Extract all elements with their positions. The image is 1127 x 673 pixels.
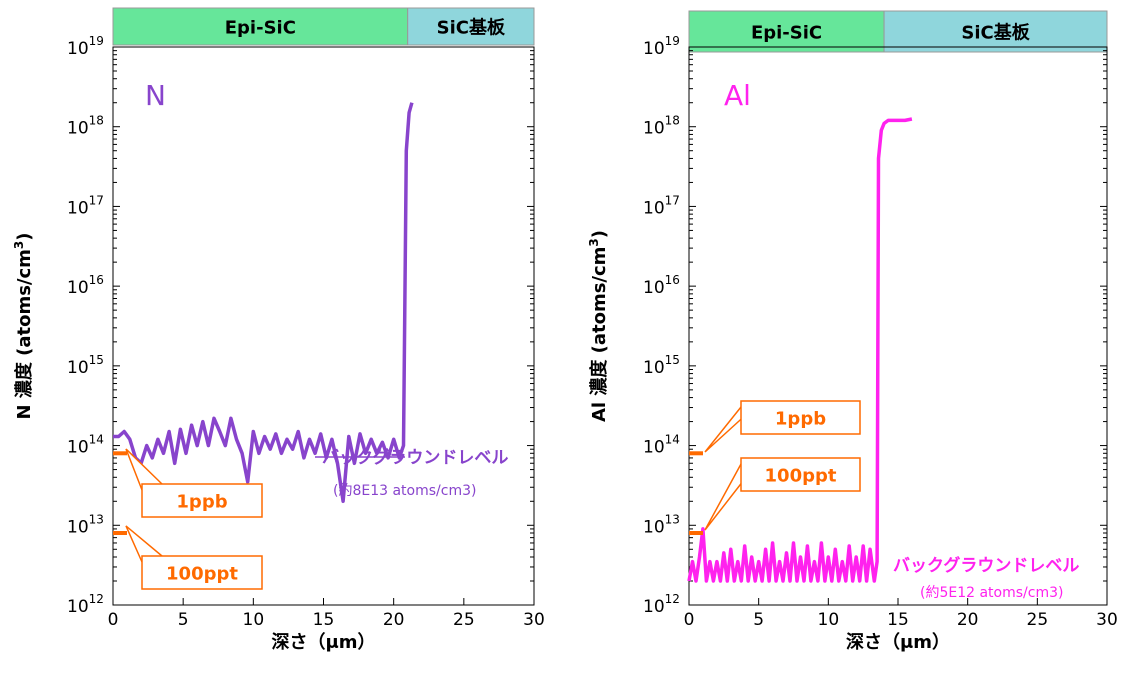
y-tick-label: 1017 — [67, 193, 104, 218]
x-tick-label: 25 — [1027, 610, 1049, 630]
y-tick-label: 1015 — [67, 353, 104, 378]
background-level-note: (約5E12 atoms/cm3) — [920, 585, 1063, 601]
x-tick-label: 20 — [957, 610, 979, 630]
callout-pointer — [125, 525, 163, 563]
x-tick-label: 5 — [178, 610, 189, 630]
x-tick-label: 0 — [108, 610, 119, 630]
x-tick-label: 15 — [313, 610, 335, 630]
callout-box — [141, 483, 263, 518]
callout-box — [141, 555, 263, 590]
x-tick-label: 5 — [753, 610, 764, 630]
x-tick-label: 30 — [1096, 610, 1118, 630]
y-tick-label: 1012 — [643, 592, 680, 617]
region-band-1 — [688, 10, 885, 53]
chart-panel-1: Epi-SiC SiC基板1012101310141015101610171018… — [12, 7, 545, 653]
x-tick-label: 10 — [818, 610, 840, 630]
background-level-label: バックグラウンドレベル — [893, 555, 1079, 576]
y-tick-label: 1019 — [643, 34, 680, 59]
y-tick-label: 1017 — [643, 193, 680, 218]
y-tick-label: 1014 — [643, 433, 680, 458]
chart-panel-2: Epi-SiC SiC基板1012101310141015101610171018… — [587, 10, 1118, 653]
y-tick-label: 1012 — [67, 592, 104, 617]
y-tick-label: 1018 — [67, 114, 104, 139]
y-tick-label: 1016 — [643, 273, 680, 298]
x-tick-label: 25 — [453, 610, 475, 630]
x-tick-label: 0 — [684, 610, 695, 630]
element-label: Al — [724, 79, 751, 112]
background-level-label: バックグラウンドレベル — [322, 447, 508, 468]
reference-level-label: 1ppb — [775, 409, 826, 430]
x-axis-label: 深さ（μm） — [271, 631, 375, 653]
callout-box — [740, 400, 861, 435]
region-band-1 — [112, 7, 409, 46]
callout-box — [740, 457, 861, 492]
reference-level-label: 100ppt — [166, 564, 238, 585]
reference-level-label: 100ppt — [765, 466, 837, 487]
y-tick-label: 1013 — [67, 512, 104, 537]
x-tick-label: 20 — [383, 610, 405, 630]
plot-frame — [688, 46, 1108, 606]
region-band-label: Epi-SiC — [225, 18, 296, 39]
region-band-label: SiC基板 — [437, 17, 506, 39]
x-tick-label: 30 — [523, 610, 545, 630]
region-band-2 — [883, 10, 1108, 53]
region-band-2 — [407, 7, 535, 46]
y-tick-label: 1013 — [643, 512, 680, 537]
reference-level-label: 1ppb — [176, 492, 227, 513]
y-tick-label: 1014 — [67, 433, 104, 458]
region-band-label: Epi-SiC — [751, 23, 822, 44]
background-level-note: (約8E13 atoms/cm3) — [333, 483, 476, 499]
y-tick-label: 1018 — [643, 114, 680, 139]
y-axis-label: Al 濃度 (atoms/cm3) — [587, 230, 610, 422]
plot-frame — [112, 46, 535, 606]
series-line-1 — [687, 117, 913, 583]
x-tick-label: 15 — [887, 610, 909, 630]
element-label: N — [145, 79, 166, 112]
y-tick-label: 1019 — [67, 34, 104, 59]
y-axis-label: N 濃度 (atoms/cm3) — [12, 232, 35, 419]
y-tick-label: 1016 — [67, 273, 104, 298]
series-line-1 — [113, 102, 414, 504]
callout-pointer — [125, 448, 163, 491]
y-tick-label: 1015 — [643, 353, 680, 378]
x-tick-label: 10 — [243, 610, 265, 630]
region-band-label: SiC基板 — [961, 22, 1030, 44]
x-axis-label: 深さ（μm） — [846, 631, 950, 653]
